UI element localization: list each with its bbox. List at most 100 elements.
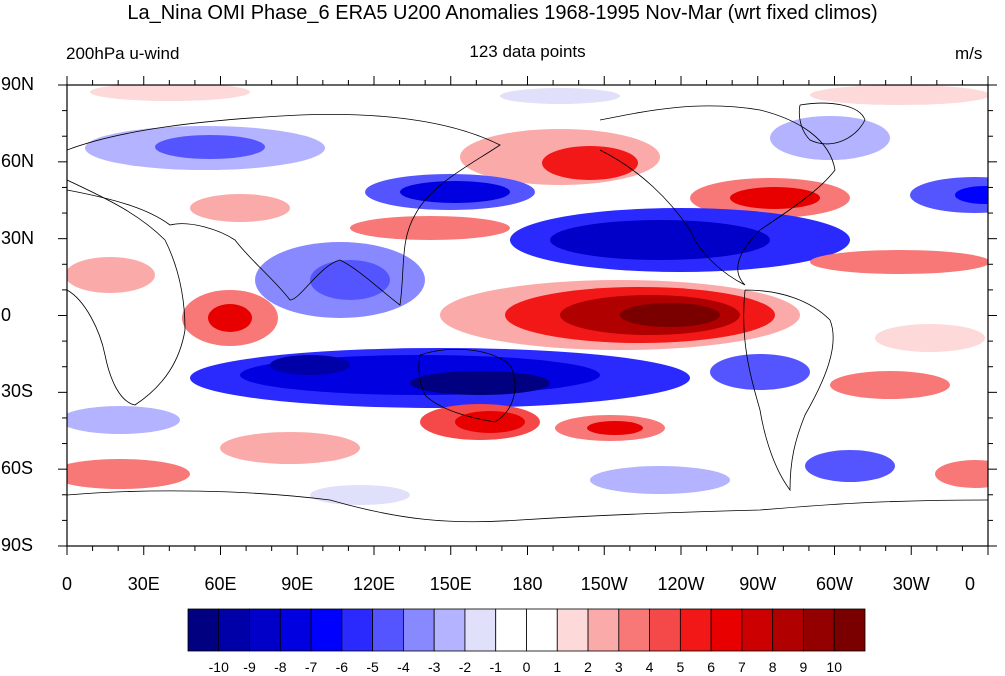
anomaly-arctic-pos-2 [810, 85, 988, 105]
anomaly-southern-ocean-pos-2 [935, 460, 988, 488]
anomaly-europe-neg [85, 126, 325, 170]
colorbar-box [249, 608, 281, 652]
lon-tick-label: 60W [815, 574, 853, 594]
anomaly-southern-jet-neg [190, 348, 690, 408]
lon-tick-label: 60E [204, 574, 237, 594]
colorbar-label: 2 [584, 659, 592, 675]
anomaly-south-atlantic-pos [875, 324, 985, 352]
lon-tick-label: 180 [512, 574, 543, 594]
anomaly-atlantic-subtrop-pos [810, 250, 988, 274]
variable-label: 200hPa u-wind [66, 44, 180, 63]
frame-ticks [58, 76, 997, 555]
lon-tick-label: 120W [657, 574, 705, 594]
lat-tick-label: 30N [1, 227, 35, 248]
anomaly-east-europe-pos [190, 194, 290, 222]
anomaly-south-pacific-neg [710, 354, 810, 390]
anomaly-australia-pos [420, 404, 540, 440]
sample-count-label: 123 data points [469, 42, 586, 61]
colorbar-box [310, 608, 343, 652]
anomaly-north-america-neg [770, 116, 890, 160]
colorbar-box [803, 608, 835, 652]
anomaly-equatorial-pacific-pos [440, 280, 800, 350]
colorbar-box [187, 608, 220, 652]
colorbar-label: 1 [553, 659, 562, 675]
anomaly-npacific-pos [460, 129, 660, 185]
anomaly-south-atlantic-subtrop-pos [830, 371, 950, 399]
colorbar-label: -5 [366, 659, 379, 675]
coastline-north-america [599, 105, 836, 286]
lon-tick-label: 0 [964, 574, 975, 594]
anomaly-east-us-pos [690, 178, 850, 218]
colorbar-label: 0 [522, 659, 531, 675]
colorbar [187, 608, 866, 652]
colorbar-box [556, 608, 589, 652]
anomaly-south-pacific-pos [555, 415, 665, 441]
colorbar-box [218, 608, 250, 652]
colorbar-box [341, 608, 374, 652]
colorbar-box [741, 608, 774, 652]
colorbar-label: -6 [335, 659, 349, 675]
colorbar-box [679, 608, 712, 652]
colorbar-box [649, 608, 681, 652]
anomaly-central-pacific-neg [510, 208, 850, 272]
colorbar-label: -10 [208, 659, 229, 675]
colorbar-label: 9 [799, 659, 808, 675]
colorbar-label: -4 [397, 659, 410, 675]
colorbar-label: -9 [243, 659, 256, 675]
anomaly-africa-pos [67, 257, 155, 293]
lon-tick-label: 150W [580, 574, 628, 594]
colorbar-label: 4 [645, 659, 654, 675]
colorbar-label: -3 [427, 659, 441, 675]
colorbar-label: -2 [458, 659, 472, 675]
lat-tick-label: 90N [1, 74, 35, 94]
coastline-south-america [743, 289, 834, 492]
colorbar-box [833, 608, 866, 652]
lat-tick-label: 30S [1, 381, 34, 402]
anomaly-field [67, 85, 988, 546]
anomaly-indian-ocean-pos [182, 290, 278, 346]
colorbar-label: 3 [614, 659, 623, 675]
anomaly-south-indian-neg [67, 406, 180, 434]
anomaly-south-indian-pos [220, 432, 360, 464]
colorbar-label: 8 [768, 659, 777, 675]
lon-tick-label: 120E [352, 574, 396, 594]
colorbar-label: -7 [304, 659, 318, 675]
colorbar-box [279, 608, 312, 652]
coastline-australia [418, 348, 516, 423]
anomaly-atlantic-neg [910, 177, 988, 213]
colorbar-label: -1 [489, 659, 502, 675]
colorbar-box [772, 608, 804, 652]
lon-tick-label: 90W [739, 574, 777, 594]
lon-tick-label: 0 [61, 574, 72, 594]
coastlines [67, 102, 988, 523]
lat-tick-label: 0 [1, 304, 12, 325]
lon-tick-label: 30W [892, 574, 930, 594]
anomaly-japan-jet-neg [365, 174, 535, 210]
colorbar-box [495, 608, 527, 652]
anomaly-asia-neg [255, 242, 425, 318]
colorbar-box [372, 608, 404, 652]
colorbar-box [587, 608, 620, 652]
colorbar-box [710, 608, 743, 652]
lon-tick-label: 90E [281, 574, 314, 594]
colorbar-label: 7 [738, 659, 746, 675]
map-title: La_Nina OMI Phase_6 ERA5 U200 Anomalies … [127, 2, 878, 24]
lat-tick-label: 60S [1, 458, 34, 479]
coastline-africa [67, 179, 186, 406]
lon-tick-label: 150E [429, 574, 472, 594]
anomaly-wpacific-pos [350, 216, 510, 240]
coastline-eurasia [67, 114, 501, 306]
colorbar-label: -8 [274, 659, 287, 675]
colorbar-label: 6 [707, 659, 716, 675]
anomaly-arctic-neg [500, 88, 620, 104]
lat-tick-label: 90S [1, 535, 34, 555]
coastline-greenland [798, 102, 866, 145]
anomaly-southern-ocean-neg [310, 450, 895, 505]
colorbar-box [618, 608, 650, 652]
anomaly-southern-ocean-pos [67, 459, 190, 489]
anomaly-arctic-pos [90, 85, 250, 101]
units-label: m/s [955, 44, 983, 63]
colorbar-box [403, 608, 435, 652]
coastline-antarctica [67, 490, 988, 523]
